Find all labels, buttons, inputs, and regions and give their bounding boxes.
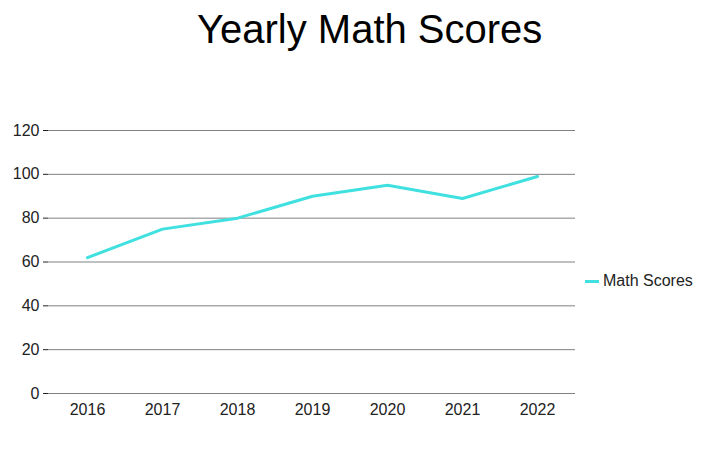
svg-text:2016: 2016 [70, 401, 106, 418]
svg-text:80: 80 [22, 209, 40, 226]
svg-text:0: 0 [31, 385, 40, 402]
svg-text:40: 40 [22, 297, 40, 314]
svg-text:2022: 2022 [520, 401, 556, 418]
svg-text:2017: 2017 [145, 401, 181, 418]
svg-text:100: 100 [13, 165, 40, 182]
svg-text:120: 120 [13, 122, 40, 139]
svg-text:20: 20 [22, 341, 40, 358]
svg-text:2019: 2019 [295, 401, 331, 418]
html-text:Yearly Math Scores: Yearly Math Scores [197, 7, 543, 51]
svg-text:2020: 2020 [370, 401, 406, 418]
svg-text:2018: 2018 [220, 401, 256, 418]
svg-text:2021: 2021 [445, 401, 481, 418]
html-text:Math Scores: Math Scores [603, 272, 693, 289]
svg-text:60: 60 [22, 253, 40, 270]
